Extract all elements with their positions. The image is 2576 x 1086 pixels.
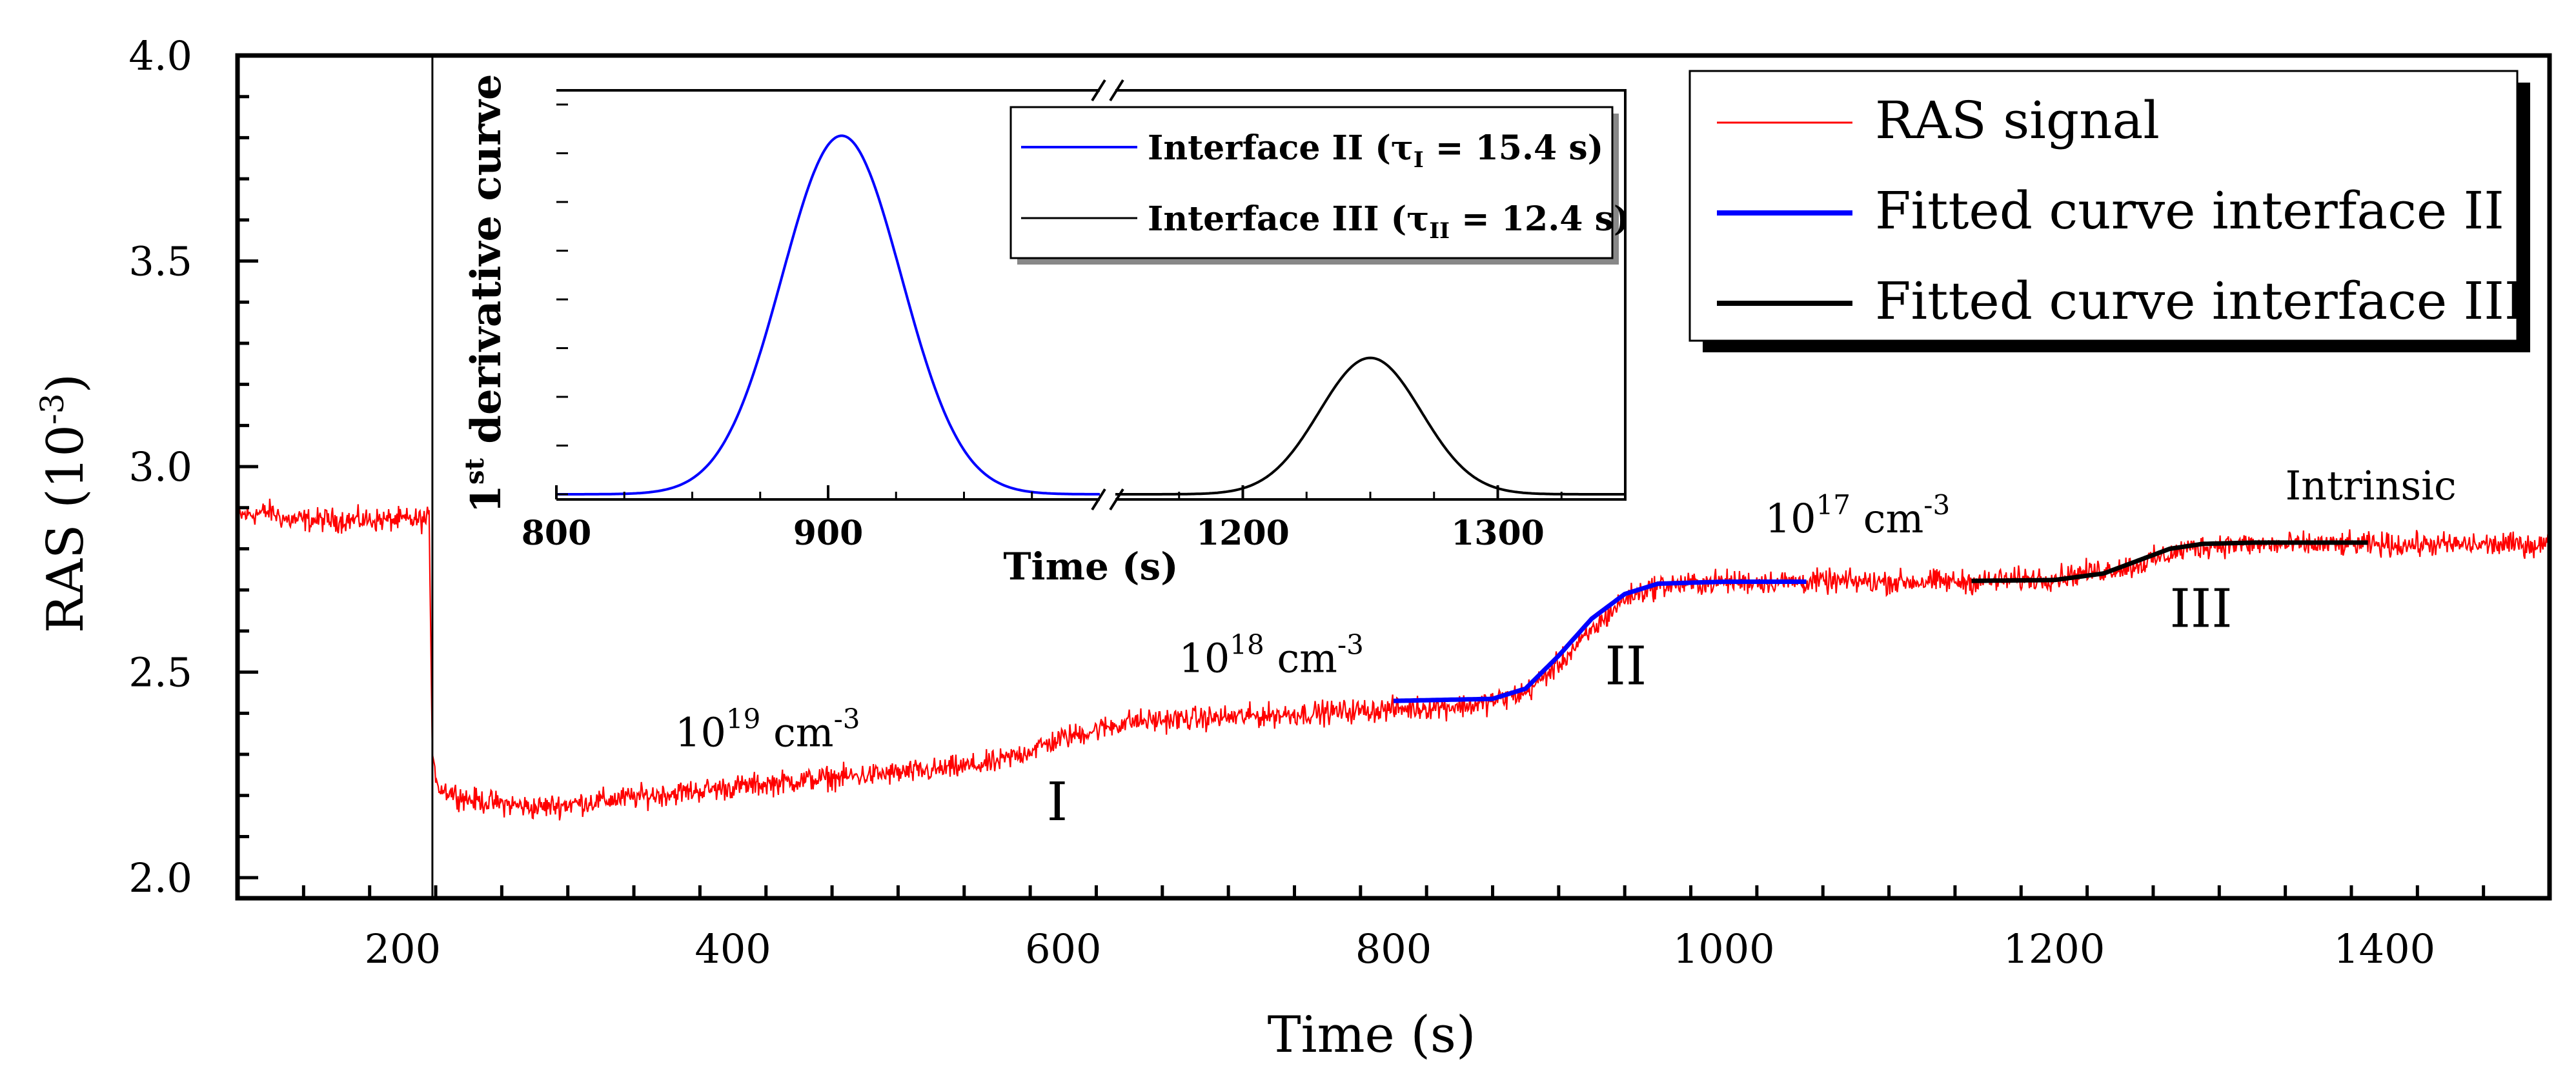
axis-break-slash <box>1091 488 1106 511</box>
inset-axis-break <box>1091 79 1124 511</box>
y-label-main: RAS (10 <box>37 425 95 633</box>
inset-legend-ii-sub: I <box>1414 147 1424 173</box>
inset-series-layer <box>556 134 1625 496</box>
inset-x-tick-label: 1200 <box>1196 514 1290 553</box>
main-x-axis-label: Time (s) <box>1268 1006 1476 1064</box>
y-tick-label: 3.5 <box>128 238 192 285</box>
inset-legend-iii-prefix: Interface III ( <box>1148 199 1406 239</box>
x-tick-label: 200 <box>365 925 441 972</box>
chart-annotation: 1019 cm-3 <box>675 703 860 756</box>
chart-annotation: 1018 cm-3 <box>1179 629 1364 682</box>
main-series-layer <box>236 498 2551 821</box>
inset-x-tick-label: 900 <box>793 514 864 553</box>
inset-legend-ii-tau: τ <box>1391 128 1414 168</box>
y-tick-label: 3.0 <box>128 443 192 490</box>
inset-y-axis-label: 1st derivative curve <box>460 74 511 513</box>
inset-legend: Interface II (τI = 15.4 s) Interface III… <box>1009 106 1629 265</box>
main-legend: RAS signal Fitted curve interface II Fit… <box>1689 70 2530 352</box>
inset-series-interface-ii <box>556 134 1100 496</box>
inset-x-tick-label: 1300 <box>1451 514 1545 553</box>
inset-legend-label-iii: Interface III (τII = 12.4 s) <box>1148 199 1629 244</box>
legend-label-ras-signal: RAS signal <box>1875 90 2160 150</box>
y-label-close: ) <box>37 374 95 393</box>
main-plot: 200 400 600 800 1000 1200 1400 2.0 2.5 3.0 3.5 4.0… <box>34 32 2552 1064</box>
inset-y-ticks <box>556 103 568 496</box>
axis-break-slash <box>1091 79 1106 102</box>
legend-label-fitted-ii: Fitted curve interface II <box>1875 181 2504 241</box>
main-legend-box <box>1689 70 2519 342</box>
main-x-ticks: 200 400 600 800 1000 1200 1400 <box>236 885 2551 972</box>
inset-legend-ii-suffix: = 15.4 s) <box>1424 128 1603 168</box>
inset-title-prefix: 1 <box>462 485 511 514</box>
chart-annotation: I <box>1047 772 1068 833</box>
x-tick-label: 600 <box>1025 925 1101 972</box>
chart-annotation: Intrinsic <box>2286 462 2457 509</box>
series-fitted-interface-iii <box>1971 540 2368 583</box>
x-tick-label: 1000 <box>1673 925 1775 972</box>
y-tick-label: 2.0 <box>128 854 192 901</box>
axis-break-slash <box>1109 79 1124 102</box>
main-plot-frame <box>235 53 2552 901</box>
main-y-ticks: 2.0 2.5 3.0 3.5 4.0 <box>128 32 258 901</box>
chart-annotation: II <box>1605 636 1647 698</box>
main-y-axis-label: RAS (10-3) <box>34 374 95 633</box>
y-tick-label: 2.5 <box>128 649 192 696</box>
legend-label-fitted-iii: Fitted curve interface III <box>1875 271 2524 331</box>
inset-legend-iii-sub: II <box>1429 218 1450 244</box>
inset-x-axis-label: Time (s) <box>1003 545 1178 588</box>
y-label-exponent: -3 <box>34 393 71 425</box>
series-ras-signal <box>236 498 2551 821</box>
inset-x-tick-label: 800 <box>522 514 592 553</box>
inset-legend-iii-tau: τ <box>1406 199 1429 239</box>
x-tick-label: 800 <box>1355 925 1432 972</box>
inset-title-rest: derivative curve <box>462 74 511 458</box>
chart-annotation: 1017 cm-3 <box>1765 489 1951 542</box>
inset-plot: 800 900 1200 1300 Time (s) 1st derivative c… <box>460 74 1629 588</box>
inset-legend-box <box>1009 106 1614 259</box>
inset-series-interface-iii <box>1115 356 1625 496</box>
inset-x-ticks: 800 900 1200 1300 <box>522 485 1563 553</box>
x-tick-label: 1200 <box>2003 925 2105 972</box>
series-fitted-interface-ii <box>1393 579 1807 703</box>
inset-legend-iii-suffix: = 12.4 s) <box>1450 199 1629 239</box>
inset-legend-label-ii: Interface II (τI = 15.4 s) <box>1148 128 1603 173</box>
x-tick-label: 400 <box>695 925 771 972</box>
x-tick-label: 1400 <box>2333 925 2435 972</box>
axis-break-slash <box>1109 488 1124 511</box>
inset-title-sup: st <box>460 458 490 485</box>
chart-annotation: III <box>2170 579 2233 640</box>
y-tick-label: 4.0 <box>128 32 192 79</box>
inset-legend-ii-prefix: Interface II ( <box>1148 128 1391 168</box>
